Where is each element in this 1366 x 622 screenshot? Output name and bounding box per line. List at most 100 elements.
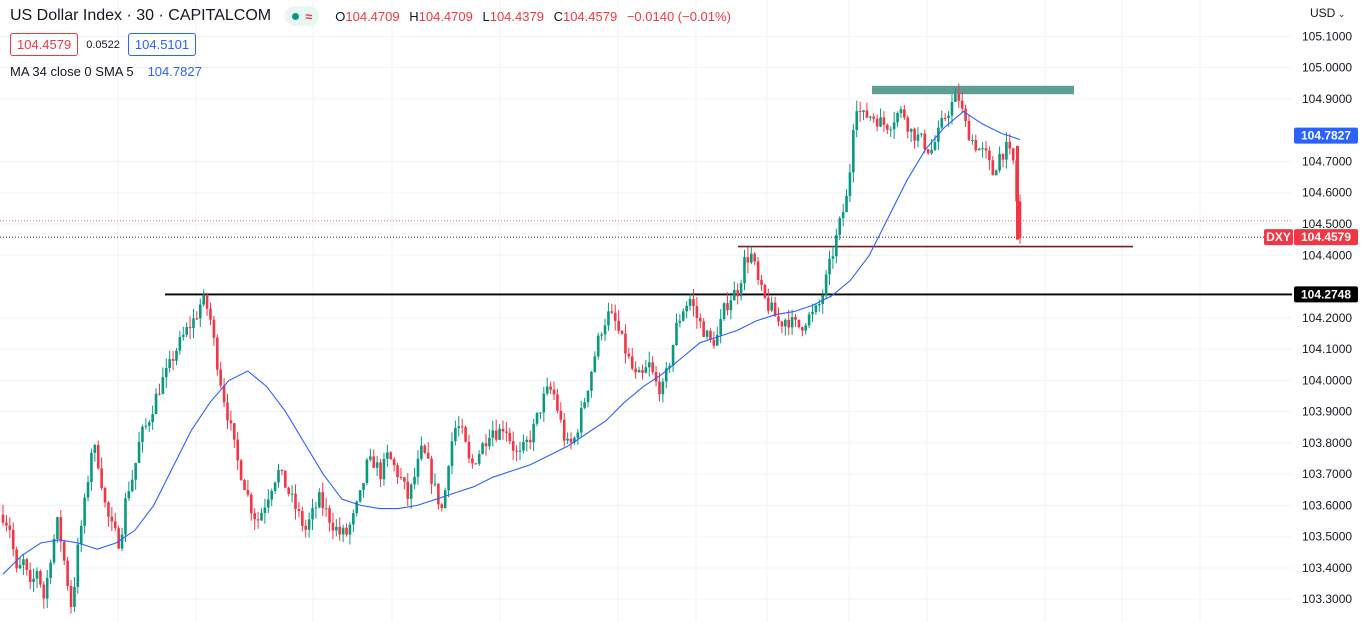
candle-body	[705, 330, 709, 337]
candle-body	[688, 299, 692, 306]
candle-body	[45, 577, 49, 599]
candle-body	[896, 113, 899, 123]
candle-body	[722, 303, 726, 320]
candle-body	[998, 153, 1001, 171]
candle-body	[246, 490, 250, 495]
candle-body	[515, 450, 518, 452]
candle-body	[273, 482, 277, 491]
candle-body	[773, 302, 777, 317]
candle-body	[212, 319, 216, 338]
candle-body	[32, 578, 35, 583]
y-tick-label: 103.6000	[1302, 498, 1352, 512]
candle-body	[770, 302, 774, 311]
candle-body	[971, 140, 974, 142]
candle-body	[280, 469, 284, 471]
candle-body	[409, 484, 413, 499]
candle-body	[96, 444, 100, 469]
candle-body	[991, 160, 995, 176]
candle-body	[549, 386, 552, 390]
candle-body	[909, 128, 913, 132]
chevron-down-icon: ⌄	[1335, 9, 1346, 19]
candle-body	[491, 430, 495, 438]
candle-body	[787, 319, 791, 328]
candle-body	[801, 327, 804, 331]
currency-menu[interactable]: USD ⌄	[1310, 6, 1345, 20]
candle-body	[559, 410, 563, 420]
candle-body	[933, 142, 937, 150]
candle-body	[974, 140, 978, 151]
candle-body	[923, 133, 927, 150]
candle-body	[794, 316, 797, 320]
candle-body	[22, 559, 25, 566]
candle-body	[328, 508, 331, 523]
buy-button[interactable]: 104.5101	[127, 33, 197, 56]
candle-body	[542, 393, 546, 413]
candle-body	[624, 333, 627, 354]
candle-body	[828, 258, 831, 275]
candle-body	[926, 149, 930, 154]
candle-body	[613, 312, 617, 321]
candle-body	[352, 513, 355, 525]
candle-body	[824, 274, 828, 296]
candle-body	[498, 428, 501, 440]
indicator-row[interactable]: MA 34 close 0 SMA 5 104.7827	[10, 64, 202, 79]
candle-body	[967, 120, 971, 141]
y-tick-label: 103.3000	[1302, 592, 1352, 606]
candle-body	[977, 148, 981, 151]
candle-body	[981, 148, 984, 150]
candle-body	[903, 109, 906, 118]
candle-body	[790, 316, 794, 328]
candle-body	[362, 483, 365, 491]
candle-body	[270, 490, 274, 500]
high-key: H	[409, 8, 419, 24]
candle-body	[661, 381, 665, 395]
candle-body	[556, 394, 559, 411]
candle-body	[52, 538, 56, 563]
candle-body	[886, 124, 889, 130]
candle-body	[124, 498, 127, 535]
market-status[interactable]: ≈	[285, 6, 320, 26]
candle-body	[243, 479, 246, 491]
y-tick-label: 104.5000	[1302, 217, 1352, 231]
candle-body	[154, 393, 158, 415]
sell-button[interactable]: 104.4579	[10, 33, 79, 56]
candle-body	[756, 261, 760, 280]
candle-body	[545, 386, 549, 394]
candle-body	[151, 414, 154, 423]
candle-body	[369, 456, 372, 460]
candle-body	[297, 509, 301, 512]
candle-body	[219, 369, 222, 386]
candle-body	[79, 525, 83, 545]
candle-body	[994, 170, 998, 176]
candle-body	[528, 439, 532, 443]
candle-body	[103, 488, 107, 503]
candle-body	[566, 438, 569, 441]
y-tick-label: 103.4000	[1302, 561, 1352, 575]
candle-body	[321, 492, 325, 509]
candle-body	[355, 501, 359, 514]
candle-body	[664, 368, 668, 382]
candle-body	[596, 335, 600, 357]
low-value: 104.4379	[489, 8, 544, 24]
candle-body	[392, 459, 396, 466]
candle-body	[59, 517, 63, 542]
candle-body	[413, 476, 416, 485]
candle-body	[583, 402, 586, 408]
y-tick-label: 104.7000	[1302, 154, 1352, 168]
candle-body	[168, 359, 171, 368]
candle-body	[525, 439, 529, 443]
candle-body	[865, 110, 869, 118]
candle-body	[141, 426, 144, 443]
candle-body	[943, 118, 947, 120]
candle-body	[56, 517, 59, 539]
candle-body	[178, 336, 182, 351]
indicator-label[interactable]: MA 34 close 0 SMA 5	[10, 64, 134, 79]
candle-body	[712, 339, 716, 346]
symbol-title[interactable]: US Dollar Index · 30 · CAPITALCOM	[10, 7, 272, 24]
candle-body	[600, 334, 603, 336]
candle-body	[420, 445, 423, 459]
candle-body	[875, 118, 879, 127]
candle-body	[634, 368, 637, 373]
y-tick-label: 103.7000	[1302, 467, 1352, 481]
